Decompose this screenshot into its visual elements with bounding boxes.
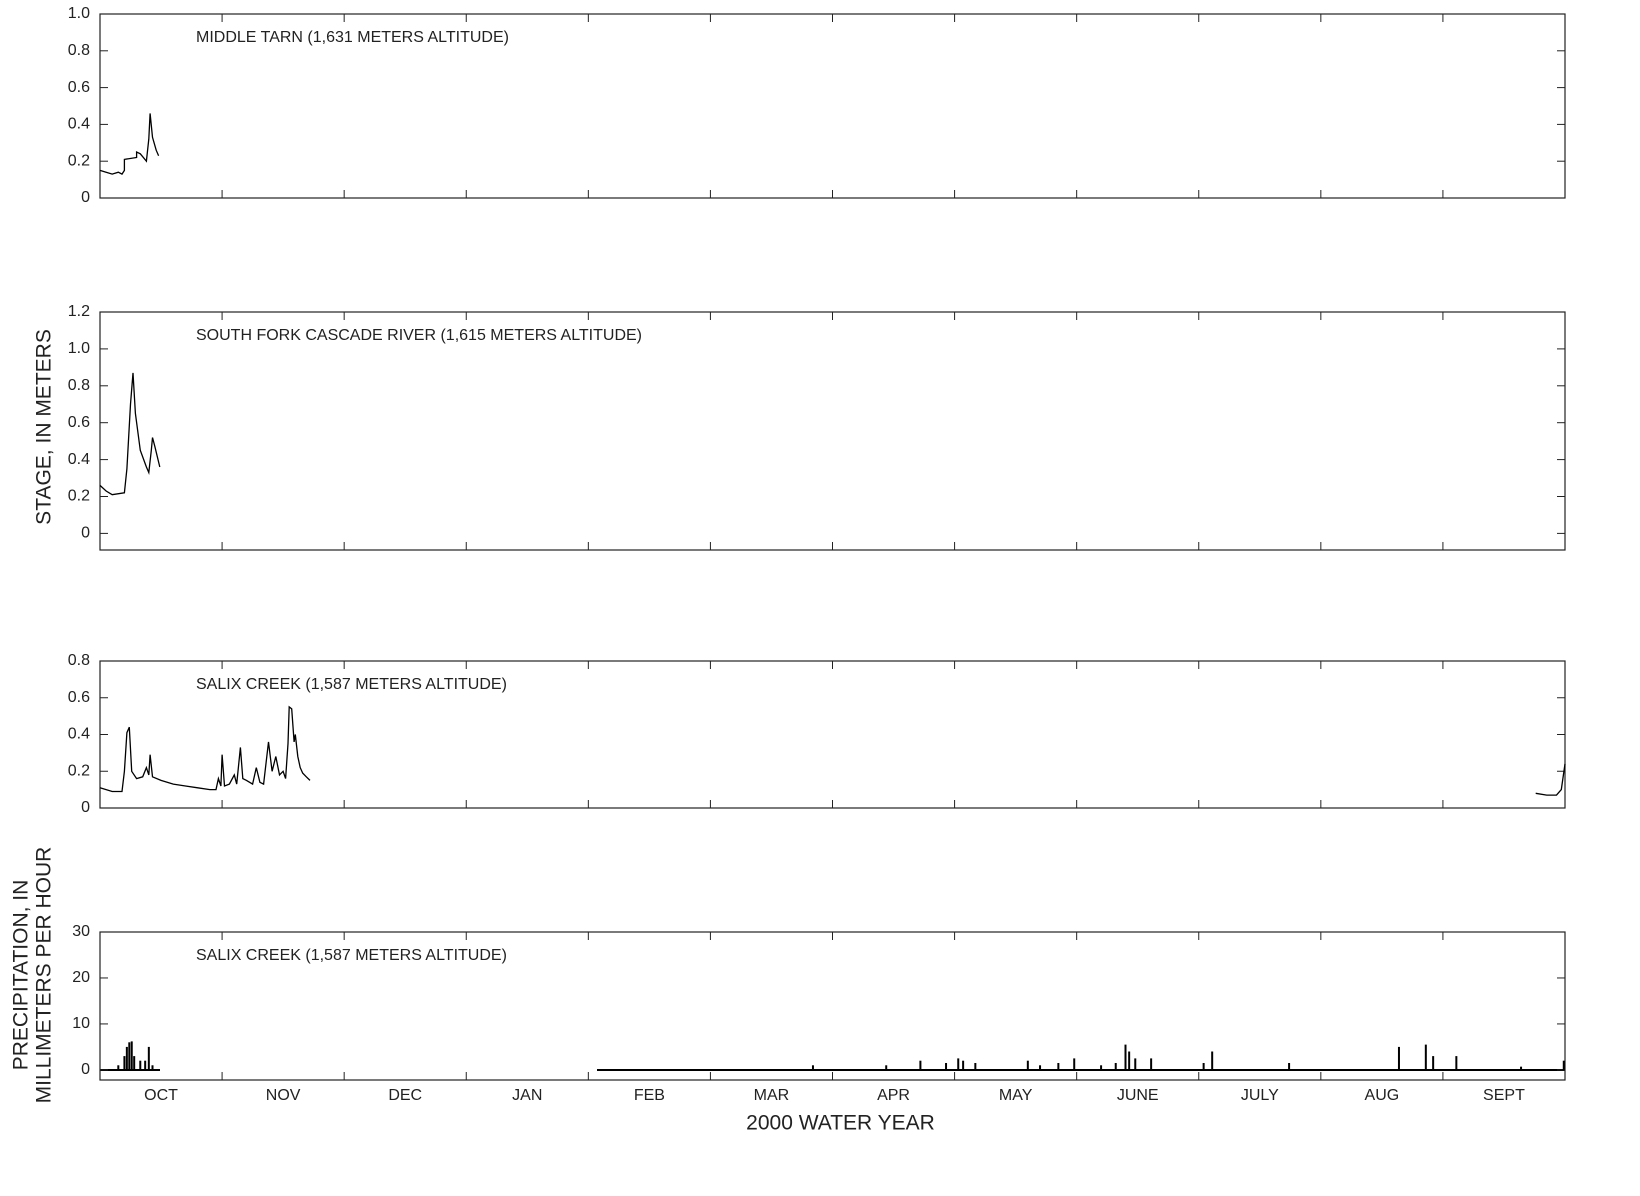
bar (1039, 1065, 1042, 1070)
bar (1114, 1062, 1117, 1070)
bar (885, 1065, 888, 1070)
bar (147, 1046, 150, 1070)
bar (1432, 1056, 1435, 1070)
y-tick-label: 0.6 (68, 689, 90, 706)
bar (1057, 1062, 1060, 1070)
bar (1128, 1051, 1131, 1070)
bar (962, 1060, 965, 1070)
bar (1562, 1060, 1565, 1070)
y-tick-label: 0 (81, 189, 90, 206)
bar (974, 1062, 977, 1070)
bar (1100, 1065, 1103, 1070)
y-tick-label: 0.4 (68, 451, 90, 468)
bar (1424, 1044, 1427, 1070)
bar (919, 1060, 922, 1070)
panel-title: SALIX CREEK (1,587 METERS ALTITUDE) (196, 947, 507, 964)
data-line (99, 113, 160, 175)
y-tick-label: 1.0 (68, 340, 90, 357)
panel-title: MIDDLE TARN (1,631 METERS ALTITUDE) (196, 29, 509, 46)
bar (117, 1065, 120, 1070)
x-tick-label: NOV (266, 1087, 301, 1104)
bar (144, 1060, 147, 1070)
bar (1150, 1058, 1153, 1070)
plot-frame (99, 311, 1566, 551)
bar (811, 1065, 814, 1070)
bar (1397, 1046, 1400, 1070)
x-axis-label: 2000 WATER YEAR (746, 1112, 935, 1135)
bar (945, 1062, 948, 1070)
x-tick-label: OCT (144, 1087, 178, 1104)
y-tick-label: 30 (72, 923, 90, 940)
bar (151, 1065, 154, 1070)
x-tick-label: MAR (754, 1087, 790, 1104)
y-tick-label: 0 (81, 1061, 90, 1078)
y-tick-label: 0.8 (68, 42, 90, 59)
x-tick-label: SEPT (1483, 1087, 1525, 1104)
y-tick-label: 0 (81, 799, 90, 816)
bar (1026, 1060, 1029, 1070)
bar (133, 1056, 136, 1070)
y-tick-label: 0 (81, 525, 90, 542)
panel-title: SALIX CREEK (1,587 METERS ALTITUDE) (196, 676, 507, 693)
y-tick-label: 0.2 (68, 762, 90, 779)
y-tick-label: 0.6 (68, 79, 90, 96)
y-tick-label: 0.4 (68, 726, 90, 743)
x-tick-label: JUNE (1117, 1087, 1159, 1104)
bar (1073, 1058, 1076, 1070)
bar (128, 1042, 131, 1070)
y-tick-label: 0.6 (68, 414, 90, 431)
y-tick-label: 0.8 (68, 652, 90, 669)
bar (130, 1041, 133, 1070)
y-tick-label: 0.2 (68, 152, 90, 169)
x-tick-label: JAN (512, 1087, 542, 1104)
y-axis-label: MILLIMETERS PER HOUR (33, 847, 56, 1104)
bar (1520, 1066, 1523, 1070)
bar (1288, 1062, 1291, 1070)
bar (1124, 1044, 1127, 1070)
bar (957, 1058, 960, 1070)
bar (1455, 1056, 1458, 1070)
x-tick-label: DEC (388, 1087, 422, 1104)
y-axis-label: STAGE, IN METERS (33, 329, 56, 525)
y-tick-label: 0.2 (68, 488, 90, 505)
x-tick-label: FEB (634, 1087, 665, 1104)
bar (125, 1046, 128, 1070)
x-tick-label: APR (877, 1087, 910, 1104)
y-tick-label: 0.8 (68, 377, 90, 394)
x-tick-label: MAY (999, 1087, 1033, 1104)
x-tick-label: JULY (1241, 1087, 1279, 1104)
bar (1202, 1062, 1205, 1070)
data-line (99, 705, 1566, 796)
data-line (99, 372, 161, 496)
bar (1134, 1058, 1137, 1070)
x-tick-label: AUG (1365, 1087, 1400, 1104)
bar (139, 1060, 142, 1070)
panel-title: SOUTH FORK CASCADE RIVER (1,615 METERS A… (196, 327, 642, 344)
y-tick-label: 10 (72, 1015, 90, 1032)
y-axis-label: PRECIPITATION, IN (10, 880, 33, 1071)
bar (1211, 1051, 1214, 1070)
y-tick-label: 20 (72, 969, 90, 986)
y-tick-label: 0.4 (68, 116, 90, 133)
bar (123, 1056, 126, 1070)
y-tick-label: 1.0 (68, 5, 90, 22)
y-tick-label: 1.2 (68, 303, 90, 320)
